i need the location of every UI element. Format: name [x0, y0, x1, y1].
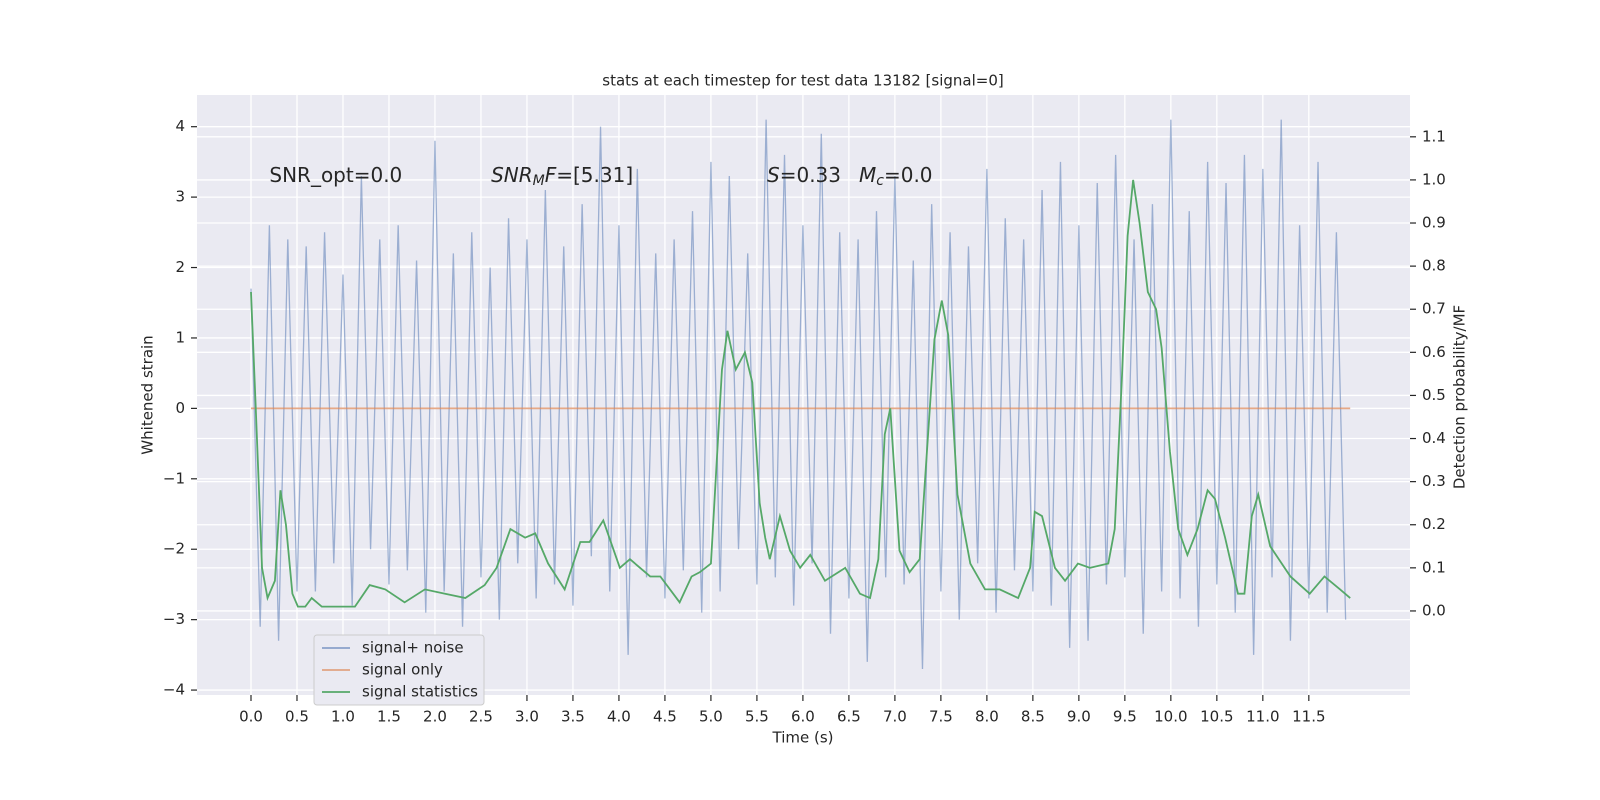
y2-tick-label: 0.9 [1422, 214, 1446, 232]
series-line [250, 179, 1351, 608]
annotation-part: S [767, 162, 780, 186]
x-tick-label: 4.0 [607, 708, 631, 726]
y2-tick-label: 0.3 [1422, 472, 1446, 490]
annotation-part: SNR [491, 162, 533, 186]
axes: 0.0 0.5 1.0 1.5 2.0 2.5 3.0 3.5 4.0 4.5 5.0 5.5 6.0 6… [163, 117, 1446, 725]
annotation: SNR_opt=0.0 [269, 162, 402, 186]
y-tick-label: 3 [175, 188, 185, 206]
x-tick-label: 8.0 [975, 708, 999, 726]
y-tick-label: 0 [175, 399, 185, 417]
x-tick-label: 7.5 [929, 708, 953, 726]
y2-tick-label: 0.2 [1422, 515, 1446, 533]
y2-tick-label: 0.7 [1422, 300, 1446, 318]
legend-label: signal+ noise [362, 639, 464, 657]
x-tick-label: 9.0 [1067, 708, 1091, 726]
y-tick-label: −1 [163, 469, 185, 487]
x-tick-label: 11.5 [1292, 708, 1325, 726]
legend-box [313, 634, 485, 706]
y-tick-label: −3 [163, 610, 185, 628]
annotation: SNRMF=[5.31] [491, 162, 633, 189]
x-tick-label: 5.5 [745, 708, 769, 726]
y2-tick-label: 0.6 [1422, 343, 1446, 361]
x-axis-label: Time (s) [772, 729, 834, 747]
x-tick-label: 3.5 [561, 708, 585, 726]
x-tick-label: 4.5 [653, 708, 677, 726]
x-tick-label: 1.5 [377, 708, 401, 726]
x-tick-label: 5.0 [699, 708, 723, 726]
y-tick-label: 4 [175, 117, 185, 135]
legend-label: signal only [362, 661, 443, 679]
legend: signal+ noise signal only signal statistic… [313, 634, 485, 706]
y-tick-label: 2 [175, 258, 185, 276]
annotation-part: =0.0 [884, 162, 933, 186]
y2-tick-label: 0.8 [1422, 257, 1446, 275]
annotation-part: F [545, 162, 557, 186]
x-tick-label: 6.5 [837, 708, 861, 726]
y2-tick-label: 1.0 [1422, 170, 1446, 188]
annotation-part: SNR_opt=0.0 [269, 162, 402, 186]
legend-label: signal statistics [362, 683, 478, 701]
marks: SNR_opt=0.0 SNRMF=[5.31] S=0.33 Mc=0.0 [250, 119, 1351, 669]
y-tick-label: 1 [175, 328, 185, 346]
y2-tick-label: 1.1 [1422, 127, 1446, 145]
x-tick-label: 6.0 [791, 708, 815, 726]
annotation: Mc=0.0 [859, 162, 933, 189]
annotation-part: =0.33 [780, 162, 841, 186]
annotation-part: c [876, 173, 884, 189]
x-tick-label: 1.0 [331, 708, 355, 726]
annotation-part: =[5.31] [556, 162, 633, 186]
x-tick-label: 2.5 [469, 708, 493, 726]
chart-title: stats at each timestep for test data 131… [602, 72, 1003, 90]
x-tick-label: 0.0 [239, 708, 263, 726]
annotation-part: M [533, 173, 545, 189]
x-tick-label: 8.5 [1021, 708, 1045, 726]
y2-tick-label: 0.1 [1422, 558, 1446, 576]
y2-tick-label: 0.0 [1422, 601, 1446, 619]
x-tick-label: 10.0 [1154, 708, 1187, 726]
x-tick-label: 0.5 [285, 708, 309, 726]
y2-tick-label: 0.5 [1422, 386, 1446, 404]
annotation-part: M [859, 162, 876, 186]
y-axis-label: Whitened strain [139, 335, 157, 454]
x-tick-label: 7.0 [883, 708, 907, 726]
x-tick-label: 2.0 [423, 708, 447, 726]
y2-tick-label: 0.4 [1422, 429, 1446, 447]
x-tick-label: 9.5 [1113, 708, 1137, 726]
y-tick-label: −4 [163, 681, 185, 699]
x-tick-label: 11.0 [1246, 708, 1279, 726]
y-tick-label: −2 [163, 540, 185, 558]
y2-axis-label: Detection probability/MF [1451, 305, 1469, 489]
annotation: S=0.33 [767, 162, 841, 186]
x-tick-label: 3.0 [515, 708, 539, 726]
series-line [250, 119, 1347, 669]
x-tick-label: 10.5 [1200, 708, 1233, 726]
